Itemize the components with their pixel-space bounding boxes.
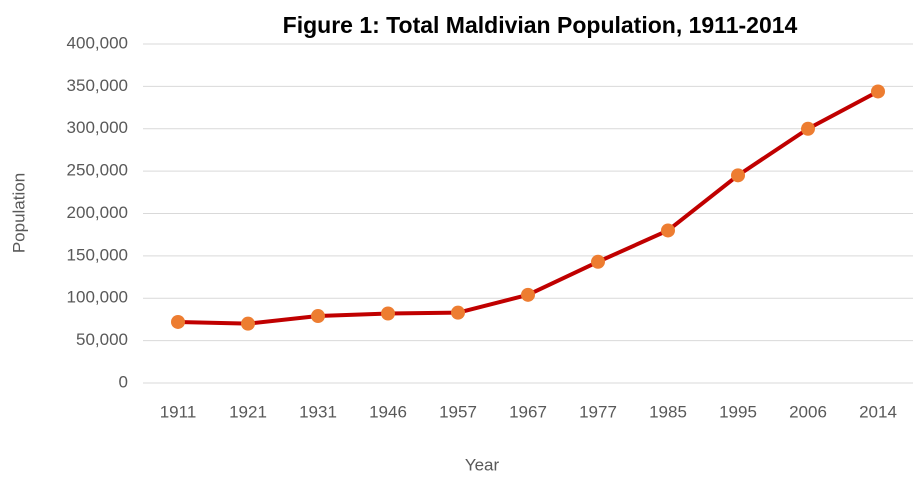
point bbox=[241, 316, 255, 331]
y-axis-label: Population bbox=[9, 173, 28, 253]
point bbox=[871, 84, 885, 99]
chart-title: Figure 1: Total Maldivian Population, 19… bbox=[283, 12, 798, 38]
point bbox=[521, 287, 535, 302]
y-tick-label: 400,000 bbox=[67, 33, 128, 52]
point bbox=[311, 309, 325, 324]
y-tick-label: 200,000 bbox=[67, 203, 128, 222]
x-tick-label: 2014 bbox=[859, 402, 897, 421]
x-tick-label: 1985 bbox=[649, 402, 687, 421]
point bbox=[591, 254, 605, 269]
point bbox=[661, 223, 675, 238]
x-tick-label: 2006 bbox=[789, 402, 827, 421]
point bbox=[731, 168, 745, 183]
x-tick-label: 1957 bbox=[439, 402, 477, 421]
x-tick-label: 1946 bbox=[369, 402, 407, 421]
point bbox=[801, 121, 815, 136]
point bbox=[381, 306, 395, 321]
y-tick-label: 0 bbox=[119, 372, 128, 391]
y-tick-label: 100,000 bbox=[67, 288, 128, 307]
x-axis-label: Year bbox=[465, 455, 500, 474]
x-tick-label: 1921 bbox=[229, 402, 267, 421]
y-tick-label: 50,000 bbox=[76, 330, 128, 349]
y-tick-label: 150,000 bbox=[67, 245, 128, 264]
x-tick-label: 1967 bbox=[509, 402, 547, 421]
x-tick-label: 1977 bbox=[579, 402, 617, 421]
point bbox=[171, 314, 185, 329]
x-tick-label: 1931 bbox=[299, 402, 337, 421]
y-tick-label: 350,000 bbox=[67, 76, 128, 95]
point bbox=[451, 305, 465, 320]
x-tick-label: 1995 bbox=[719, 402, 757, 421]
y-tick-label: 300,000 bbox=[67, 118, 128, 137]
y-tick-label: 250,000 bbox=[67, 161, 128, 180]
x-tick-label: 1911 bbox=[160, 402, 197, 421]
